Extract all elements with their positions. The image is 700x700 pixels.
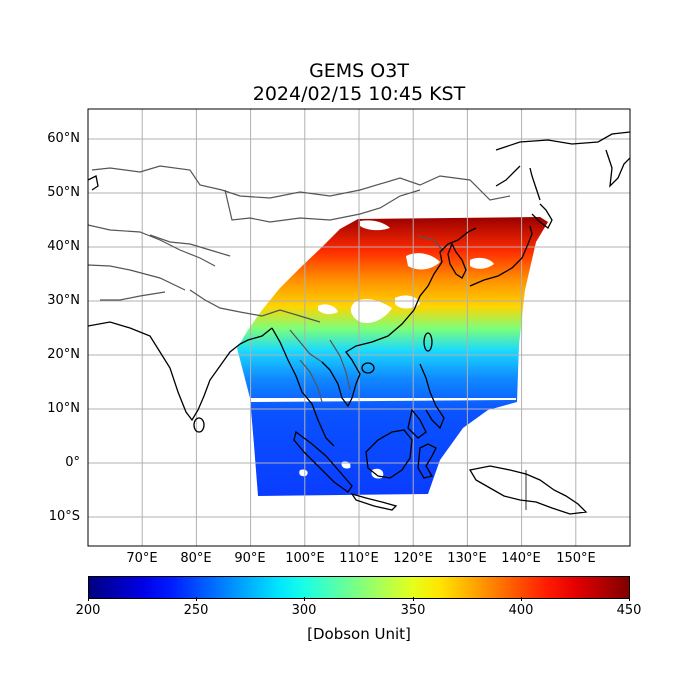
colorbar-tick bbox=[304, 597, 305, 601]
map-title: GEMS O3T bbox=[309, 60, 409, 82]
map-axes-frame bbox=[87, 108, 631, 547]
lat-tick-label: 60°N bbox=[47, 131, 80, 146]
lat-tick-label: 40°N bbox=[47, 239, 80, 254]
colorbar bbox=[88, 576, 630, 599]
map-gridlines bbox=[88, 109, 630, 546]
lat-tick-label: 10°N bbox=[47, 401, 80, 416]
colorbar-tick bbox=[196, 597, 197, 601]
map-subtitle-datetime: 2024/02/15 10:45 KST bbox=[252, 83, 466, 105]
lon-tick-label: 80°E bbox=[180, 551, 212, 566]
colorbar-tick bbox=[521, 597, 522, 601]
lon-tick-label: 70°E bbox=[126, 551, 158, 566]
country-borders bbox=[88, 165, 527, 510]
lon-tick-label: 90°E bbox=[234, 551, 266, 566]
colorbar-tick-label: 400 bbox=[508, 603, 534, 618]
ozone-data-swath bbox=[237, 217, 548, 496]
lat-tick-label: 10°S bbox=[48, 509, 80, 524]
colorbar-tick bbox=[413, 597, 414, 601]
lat-tick-label: 50°N bbox=[47, 185, 80, 200]
colorbar-tick bbox=[88, 597, 89, 601]
colorbar-unit-label: [Dobson Unit] bbox=[307, 625, 411, 643]
colorbar-tick-label: 450 bbox=[616, 603, 642, 618]
lat-tick-label: 20°N bbox=[47, 347, 80, 362]
lon-tick-label: 140°E bbox=[501, 551, 541, 566]
colorbar-tick-label: 300 bbox=[291, 603, 317, 618]
colorbar-tick-label: 200 bbox=[75, 603, 101, 618]
lon-tick-label: 130°E bbox=[447, 551, 487, 566]
colorbar-tick-label: 350 bbox=[400, 603, 426, 618]
colorbar-tick-label: 250 bbox=[183, 603, 209, 618]
colorbar-tick bbox=[629, 597, 630, 601]
lon-tick-label: 110°E bbox=[339, 551, 379, 566]
coastlines bbox=[88, 131, 630, 515]
lat-tick-label: 0° bbox=[65, 455, 80, 470]
no-data-speckles bbox=[248, 220, 516, 479]
lon-tick-label: 150°E bbox=[556, 551, 596, 566]
lat-tick-label: 30°N bbox=[47, 293, 80, 308]
lon-tick-label: 120°E bbox=[393, 551, 433, 566]
lon-tick-label: 100°E bbox=[285, 551, 325, 566]
